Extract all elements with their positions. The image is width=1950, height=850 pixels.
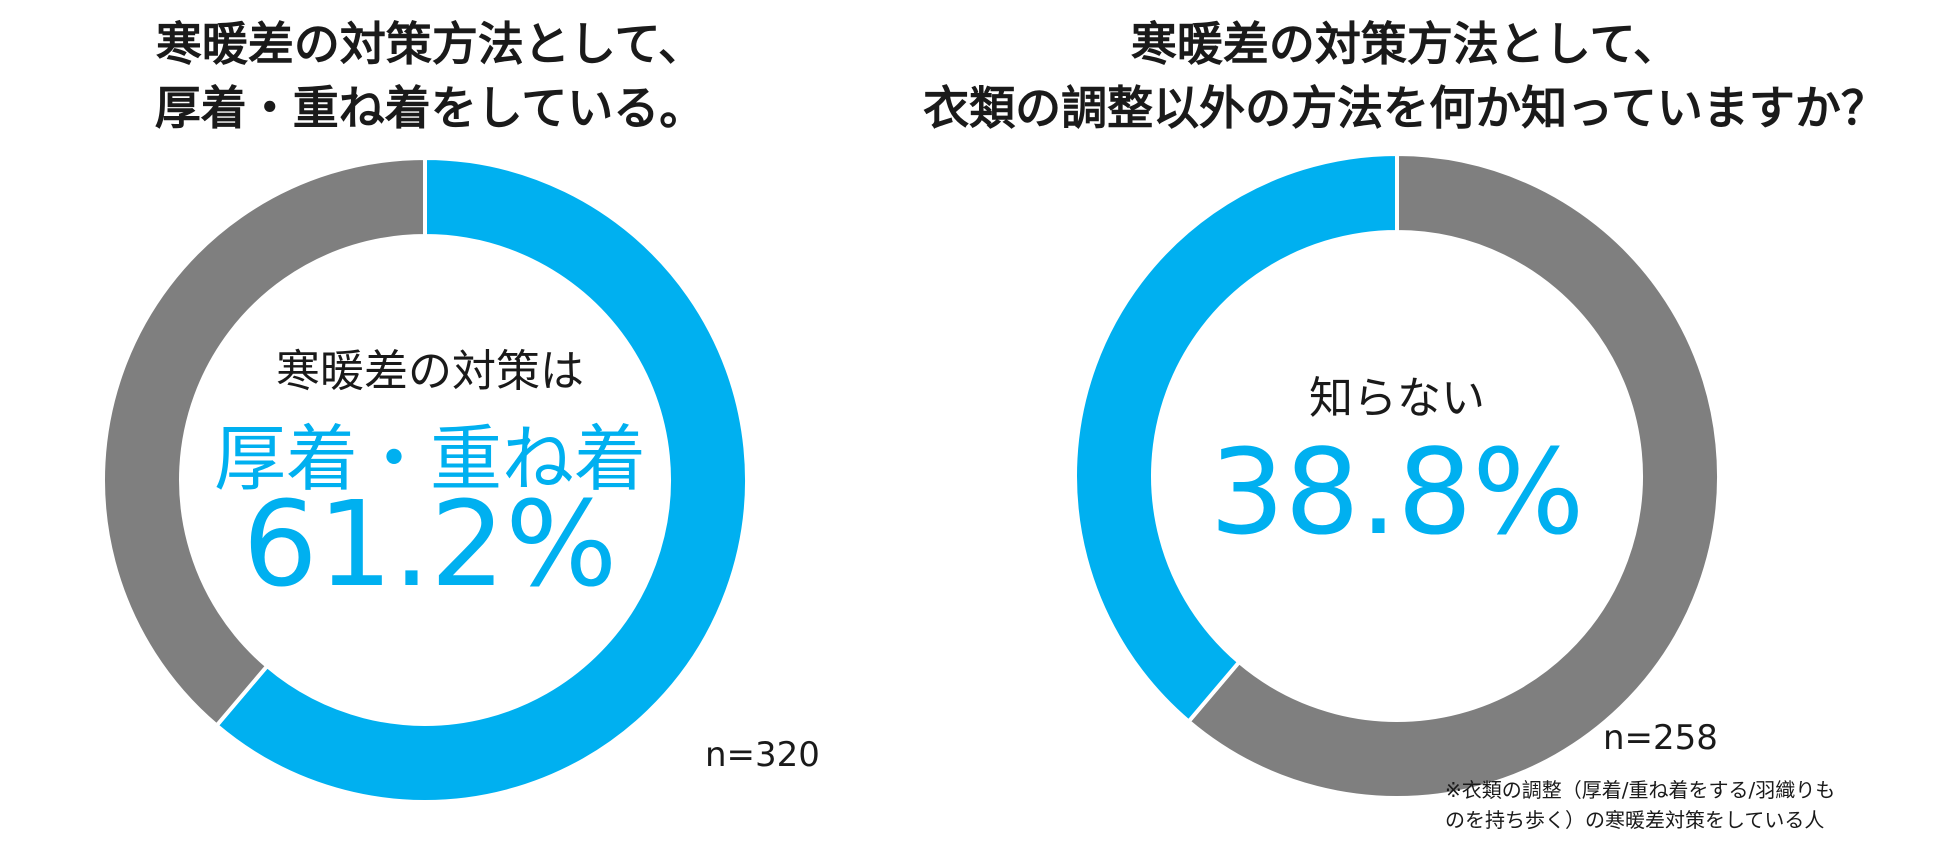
chart-title-right: 寒暖差の対策方法として、 衣類の調整以外の方法を何か知っていますか？ bbox=[860, 12, 1950, 140]
donut-chart-right bbox=[1073, 151, 1721, 800]
footnote-line-1: ※衣類の調整（厚着/重ね着をする/羽織りも bbox=[1445, 778, 1836, 802]
footnote-line-2: のを持ち歩く）の寒暖差対策をしている人 bbox=[1445, 808, 1825, 832]
chart-title-right-line-1: 寒暖差の対策方法として、 bbox=[1130, 17, 1680, 71]
donut-slice-left-highlight bbox=[213, 155, 749, 804]
chart-title-right-line-2: 衣類の調整以外の方法を何か知っていますか？ bbox=[923, 81, 1887, 135]
sample-size-right: n=258 bbox=[1603, 718, 1718, 758]
donut-slice-right-highlight bbox=[1073, 151, 1399, 725]
center-percent-left: 61.2% bbox=[242, 475, 618, 613]
chart-left: 寒暖差の対策方法として、 厚着・重ね着をしている。 寒暖差の対策は 厚着・重ね着… bbox=[0, 0, 860, 850]
donut-slice-left-other bbox=[101, 155, 427, 729]
chart-right: 寒暖差の対策方法として、 衣類の調整以外の方法を何か知っていますか？ 知らない … bbox=[860, 0, 1950, 850]
donut-chart-left bbox=[101, 155, 749, 804]
footnote: ※衣類の調整（厚着/重ね着をする/羽織りも のを持ち歩く）の寒暖差対策をしている… bbox=[1445, 775, 1915, 835]
center-intro-left: 寒暖差の対策は bbox=[276, 346, 584, 397]
center-intro-right: 知らない bbox=[1309, 373, 1485, 424]
chart-title-left-line-1: 寒暖差の対策方法として、 bbox=[155, 17, 705, 71]
chart-title-left-line-2: 厚着・重ね着をしている。 bbox=[154, 81, 706, 135]
sample-size-left: n=320 bbox=[705, 735, 820, 775]
donut-slice-right-other bbox=[1185, 151, 1721, 800]
center-item-left: 厚着・重ね着 bbox=[213, 417, 646, 501]
center-percent-right: 38.8% bbox=[1209, 423, 1585, 561]
chart-title-left: 寒暖差の対策方法として、 厚着・重ね着をしている。 bbox=[0, 12, 860, 140]
